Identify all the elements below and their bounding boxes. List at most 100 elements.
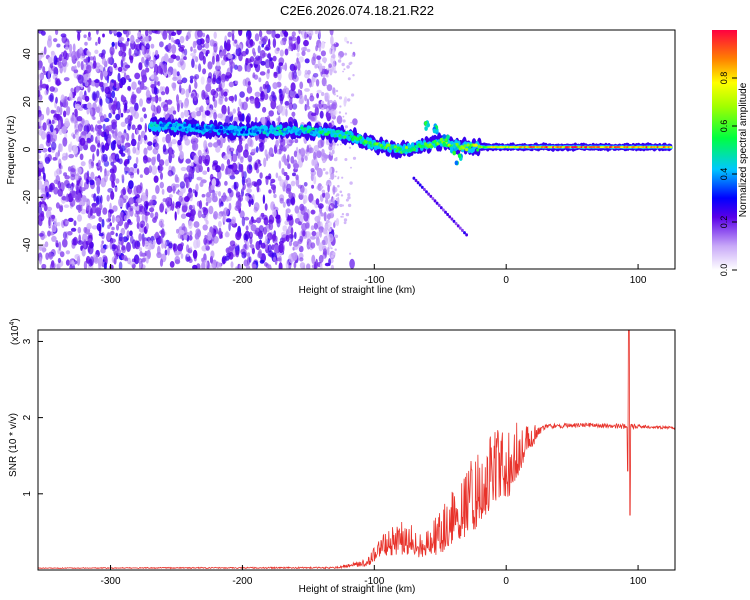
heatmap-cell	[323, 61, 326, 64]
heatmap-cell	[284, 220, 290, 226]
heatmap-cell	[393, 145, 397, 149]
heatmap-cell	[288, 98, 292, 103]
heatmap-cell	[263, 157, 267, 168]
heatmap-cell	[97, 120, 102, 124]
heatmap-cell	[70, 87, 74, 93]
heatmap-cell	[107, 93, 111, 98]
heatmap-cell	[349, 252, 352, 255]
heatmap-cell	[281, 168, 285, 175]
heatmap-cell	[161, 188, 165, 195]
heatmap-cell	[166, 99, 173, 105]
heatmap-cell	[101, 218, 105, 228]
heatmap-cell	[51, 141, 57, 151]
heatmap-cell	[178, 191, 184, 198]
heatmap-cell	[189, 75, 194, 80]
heatmap-cell	[347, 77, 351, 81]
heatmap-cell	[303, 127, 307, 131]
heatmap-cell	[192, 141, 198, 151]
heatmap-cell	[235, 191, 241, 198]
heatmap-cell	[177, 123, 181, 127]
heatmap-cell	[168, 33, 172, 41]
heatmap-cell	[349, 181, 353, 185]
heatmap-cell	[231, 33, 235, 42]
heatmap-cell	[76, 30, 82, 34]
heatmap-cell	[278, 62, 284, 67]
heatmap-cell	[272, 82, 278, 90]
heatmap-cell	[338, 111, 342, 114]
heatmap-cell	[44, 89, 48, 96]
heatmap-cell	[329, 68, 333, 76]
heatmap-cell	[38, 89, 41, 98]
heatmap-cell	[74, 103, 81, 110]
heatmap-cell	[38, 154, 41, 160]
heatmap-cell	[476, 148, 480, 152]
heatmap-cell	[131, 258, 137, 263]
heatmap-cell	[158, 96, 162, 102]
heatmap-cell	[191, 58, 195, 69]
heatmap-cell	[96, 223, 102, 231]
heatmap-cell	[296, 52, 300, 57]
heatmap-cell	[49, 86, 55, 92]
heatmap-cell	[126, 242, 131, 252]
heatmap-cell	[46, 209, 52, 219]
heatmap-cell	[207, 142, 213, 148]
heatmap-cell	[258, 40, 263, 45]
snr-y-label: SNR (10 * v/v)	[8, 413, 19, 477]
heatmap-cell	[235, 249, 240, 258]
heatmap-cell	[64, 118, 70, 128]
heatmap-cell	[212, 95, 215, 102]
heatmap-cell	[298, 30, 301, 35]
heatmap-cell	[142, 257, 147, 262]
heatmap-cell	[341, 204, 344, 207]
heatmap-cell	[96, 134, 100, 143]
heatmap-cell	[127, 221, 133, 226]
heatmap-cell	[333, 134, 337, 138]
heatmap-cell	[181, 77, 188, 84]
heatmap-cell	[320, 50, 326, 57]
heatmap-cell	[172, 76, 178, 82]
heatmap-cell	[111, 119, 118, 126]
heatmap-cell	[191, 111, 197, 119]
heatmap-cell	[329, 177, 332, 180]
snr-frame	[37, 329, 676, 571]
heatmap-cell	[217, 113, 224, 119]
heatmap-cell	[175, 55, 181, 61]
heatmap-cell	[192, 249, 198, 259]
heatmap-cell	[166, 185, 173, 193]
heatmap-cell	[213, 142, 219, 148]
heatmap-cell	[162, 86, 166, 92]
heatmap-cell	[439, 138, 443, 142]
heatmap-cell	[246, 188, 252, 194]
heatmap-cell	[196, 38, 203, 46]
heatmap-cell	[68, 217, 74, 222]
heatmap-cell	[179, 58, 184, 66]
heatmap-cell	[288, 139, 295, 144]
heatmap-cell	[339, 143, 342, 146]
heatmap-cell	[269, 181, 273, 186]
snr-multiplier-base: (x10	[10, 325, 21, 345]
heatmap-cell	[39, 143, 44, 152]
heatmap-cell	[128, 171, 135, 176]
heatmap-cell	[83, 34, 87, 39]
heatmap-cell	[142, 85, 148, 90]
heatmap-cell	[194, 64, 198, 70]
x-tick-label: -300	[101, 576, 121, 587]
heatmap-cell	[334, 234, 339, 239]
heatmap-cell	[176, 71, 180, 77]
heatmap-cell	[258, 77, 262, 83]
heatmap-cell	[316, 167, 323, 178]
heatmap-cell	[416, 181, 420, 185]
heatmap-cell	[299, 214, 304, 224]
heatmap-cell	[203, 140, 208, 150]
heatmap-cell	[206, 78, 212, 86]
heatmap-cell	[289, 63, 296, 72]
heatmap-cell	[122, 254, 128, 261]
heatmap-cell	[258, 30, 263, 38]
heatmap-cell	[78, 47, 84, 54]
heatmap-cell	[334, 248, 337, 251]
heatmap-cell	[70, 50, 77, 60]
heatmap-cell	[318, 30, 321, 38]
heatmap-cell	[185, 88, 190, 99]
heatmap-cell	[154, 63, 158, 74]
heatmap-cell	[117, 249, 122, 256]
